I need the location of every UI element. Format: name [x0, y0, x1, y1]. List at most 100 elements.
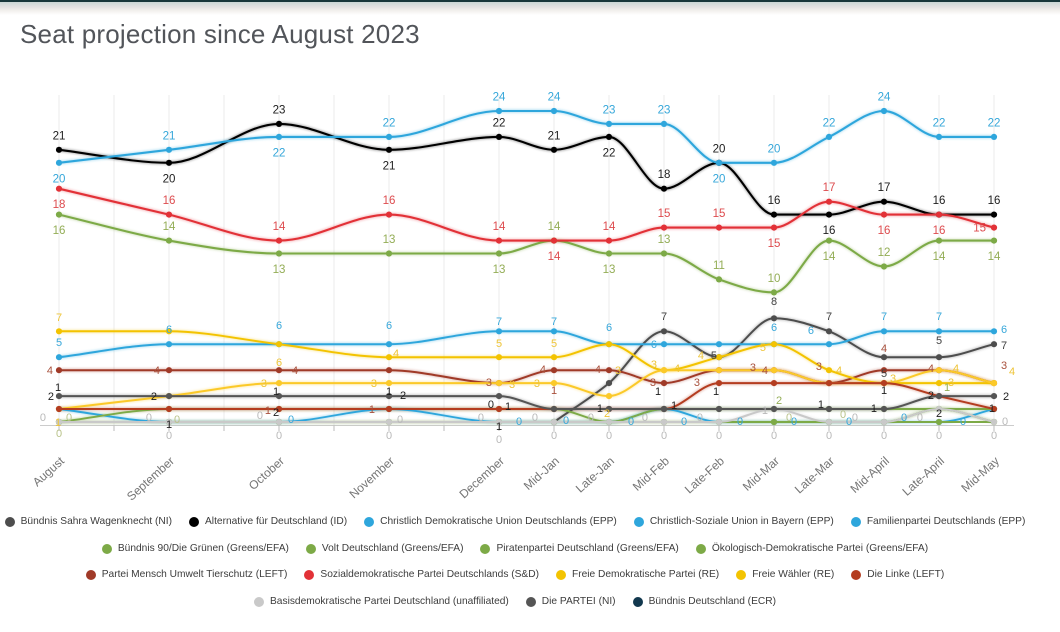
svg-text:0: 0 [681, 416, 687, 428]
svg-text:0: 0 [66, 412, 72, 424]
svg-text:3: 3 [651, 359, 657, 371]
svg-text:2: 2 [400, 390, 406, 402]
svg-text:3: 3 [890, 373, 896, 385]
svg-text:0: 0 [588, 412, 594, 424]
svg-text:3: 3 [948, 377, 954, 389]
svg-text:18: 18 [53, 199, 66, 211]
svg-text:16: 16 [163, 195, 176, 207]
svg-text:August: August [30, 453, 68, 489]
svg-text:5: 5 [56, 337, 62, 349]
svg-text:2: 2 [936, 408, 942, 420]
svg-text:Late-Mar: Late-Mar [792, 454, 837, 497]
svg-text:0: 0 [840, 409, 846, 421]
svg-text:13: 13 [493, 264, 506, 276]
svg-text:3: 3 [1001, 360, 1007, 372]
svg-text:18: 18 [658, 169, 671, 181]
svg-text:14: 14 [988, 251, 1001, 263]
svg-text:1: 1 [818, 399, 824, 411]
svg-text:November: November [346, 454, 397, 501]
svg-text:Late-Feb: Late-Feb [682, 454, 727, 497]
svg-text:22: 22 [493, 117, 506, 129]
svg-text:0: 0 [642, 412, 648, 424]
svg-text:2: 2 [48, 391, 54, 403]
svg-text:0: 0 [991, 430, 997, 442]
svg-text:16: 16 [933, 225, 946, 237]
svg-text:16: 16 [878, 225, 891, 237]
svg-text:0: 0 [716, 430, 722, 442]
svg-text:6: 6 [771, 322, 777, 334]
svg-text:0: 0 [826, 430, 832, 442]
svg-text:6: 6 [808, 325, 814, 337]
svg-text:3: 3 [509, 379, 515, 391]
svg-text:23: 23 [603, 104, 616, 116]
svg-text:December: December [456, 454, 507, 501]
svg-text:7: 7 [661, 311, 667, 323]
svg-text:4: 4 [836, 365, 842, 377]
svg-text:1: 1 [505, 401, 511, 413]
svg-text:22: 22 [823, 117, 836, 129]
svg-text:16: 16 [933, 195, 946, 207]
svg-text:0: 0 [532, 412, 538, 424]
svg-text:7: 7 [881, 311, 887, 323]
svg-text:15: 15 [973, 223, 986, 235]
svg-text:0: 0 [146, 412, 152, 424]
svg-text:20: 20 [163, 173, 176, 185]
svg-text:2: 2 [776, 395, 782, 407]
svg-text:0: 0 [563, 415, 569, 427]
svg-text:7: 7 [826, 311, 832, 323]
svg-text:6: 6 [276, 320, 282, 332]
svg-text:13: 13 [273, 264, 286, 276]
svg-text:1: 1 [655, 386, 661, 398]
svg-text:21: 21 [53, 130, 66, 142]
svg-text:14: 14 [823, 251, 836, 263]
svg-text:1: 1 [166, 419, 172, 431]
svg-text:0: 0 [936, 430, 942, 442]
svg-text:4: 4 [953, 363, 959, 375]
svg-text:2: 2 [273, 407, 279, 419]
svg-text:24: 24 [878, 91, 891, 103]
svg-text:24: 24 [493, 91, 506, 103]
svg-text:0: 0 [496, 434, 502, 446]
svg-text:4: 4 [595, 364, 601, 376]
svg-text:6: 6 [651, 339, 657, 351]
svg-text:22: 22 [988, 117, 1001, 129]
svg-text:16: 16 [53, 225, 66, 237]
svg-text:1: 1 [671, 400, 677, 412]
svg-text:16: 16 [823, 225, 836, 237]
svg-text:7: 7 [496, 316, 502, 328]
svg-text:3: 3 [615, 365, 621, 377]
svg-text:1: 1 [55, 417, 61, 429]
svg-text:6: 6 [386, 320, 392, 332]
svg-text:0: 0 [276, 430, 282, 442]
svg-text:September: September [124, 454, 177, 504]
svg-text:4: 4 [540, 364, 546, 376]
svg-text:20: 20 [713, 143, 726, 155]
svg-text:15: 15 [768, 238, 781, 250]
svg-text:22: 22 [273, 147, 286, 159]
svg-text:1: 1 [762, 405, 768, 417]
svg-text:6: 6 [1001, 324, 1007, 336]
svg-text:0: 0 [791, 416, 797, 428]
svg-text:1: 1 [713, 386, 719, 398]
svg-text:3: 3 [486, 377, 492, 389]
svg-text:3: 3 [816, 361, 822, 373]
svg-text:3: 3 [371, 378, 377, 390]
svg-text:13: 13 [603, 264, 616, 276]
svg-text:1: 1 [944, 382, 950, 394]
svg-text:0: 0 [257, 410, 263, 422]
svg-text:3: 3 [534, 378, 540, 390]
svg-text:1: 1 [597, 403, 603, 415]
svg-text:21: 21 [548, 130, 561, 142]
svg-text:14: 14 [273, 221, 286, 233]
svg-text:4: 4 [881, 343, 887, 355]
svg-text:0: 0 [881, 430, 887, 442]
svg-text:0: 0 [488, 399, 494, 411]
svg-text:1: 1 [989, 403, 995, 415]
svg-text:4: 4 [928, 363, 934, 375]
svg-text:0: 0 [628, 416, 634, 428]
svg-text:4: 4 [762, 365, 768, 377]
svg-text:0: 0 [56, 428, 62, 440]
svg-text:4: 4 [292, 365, 298, 377]
svg-text:0: 0 [516, 416, 522, 428]
svg-text:0: 0 [917, 412, 923, 424]
